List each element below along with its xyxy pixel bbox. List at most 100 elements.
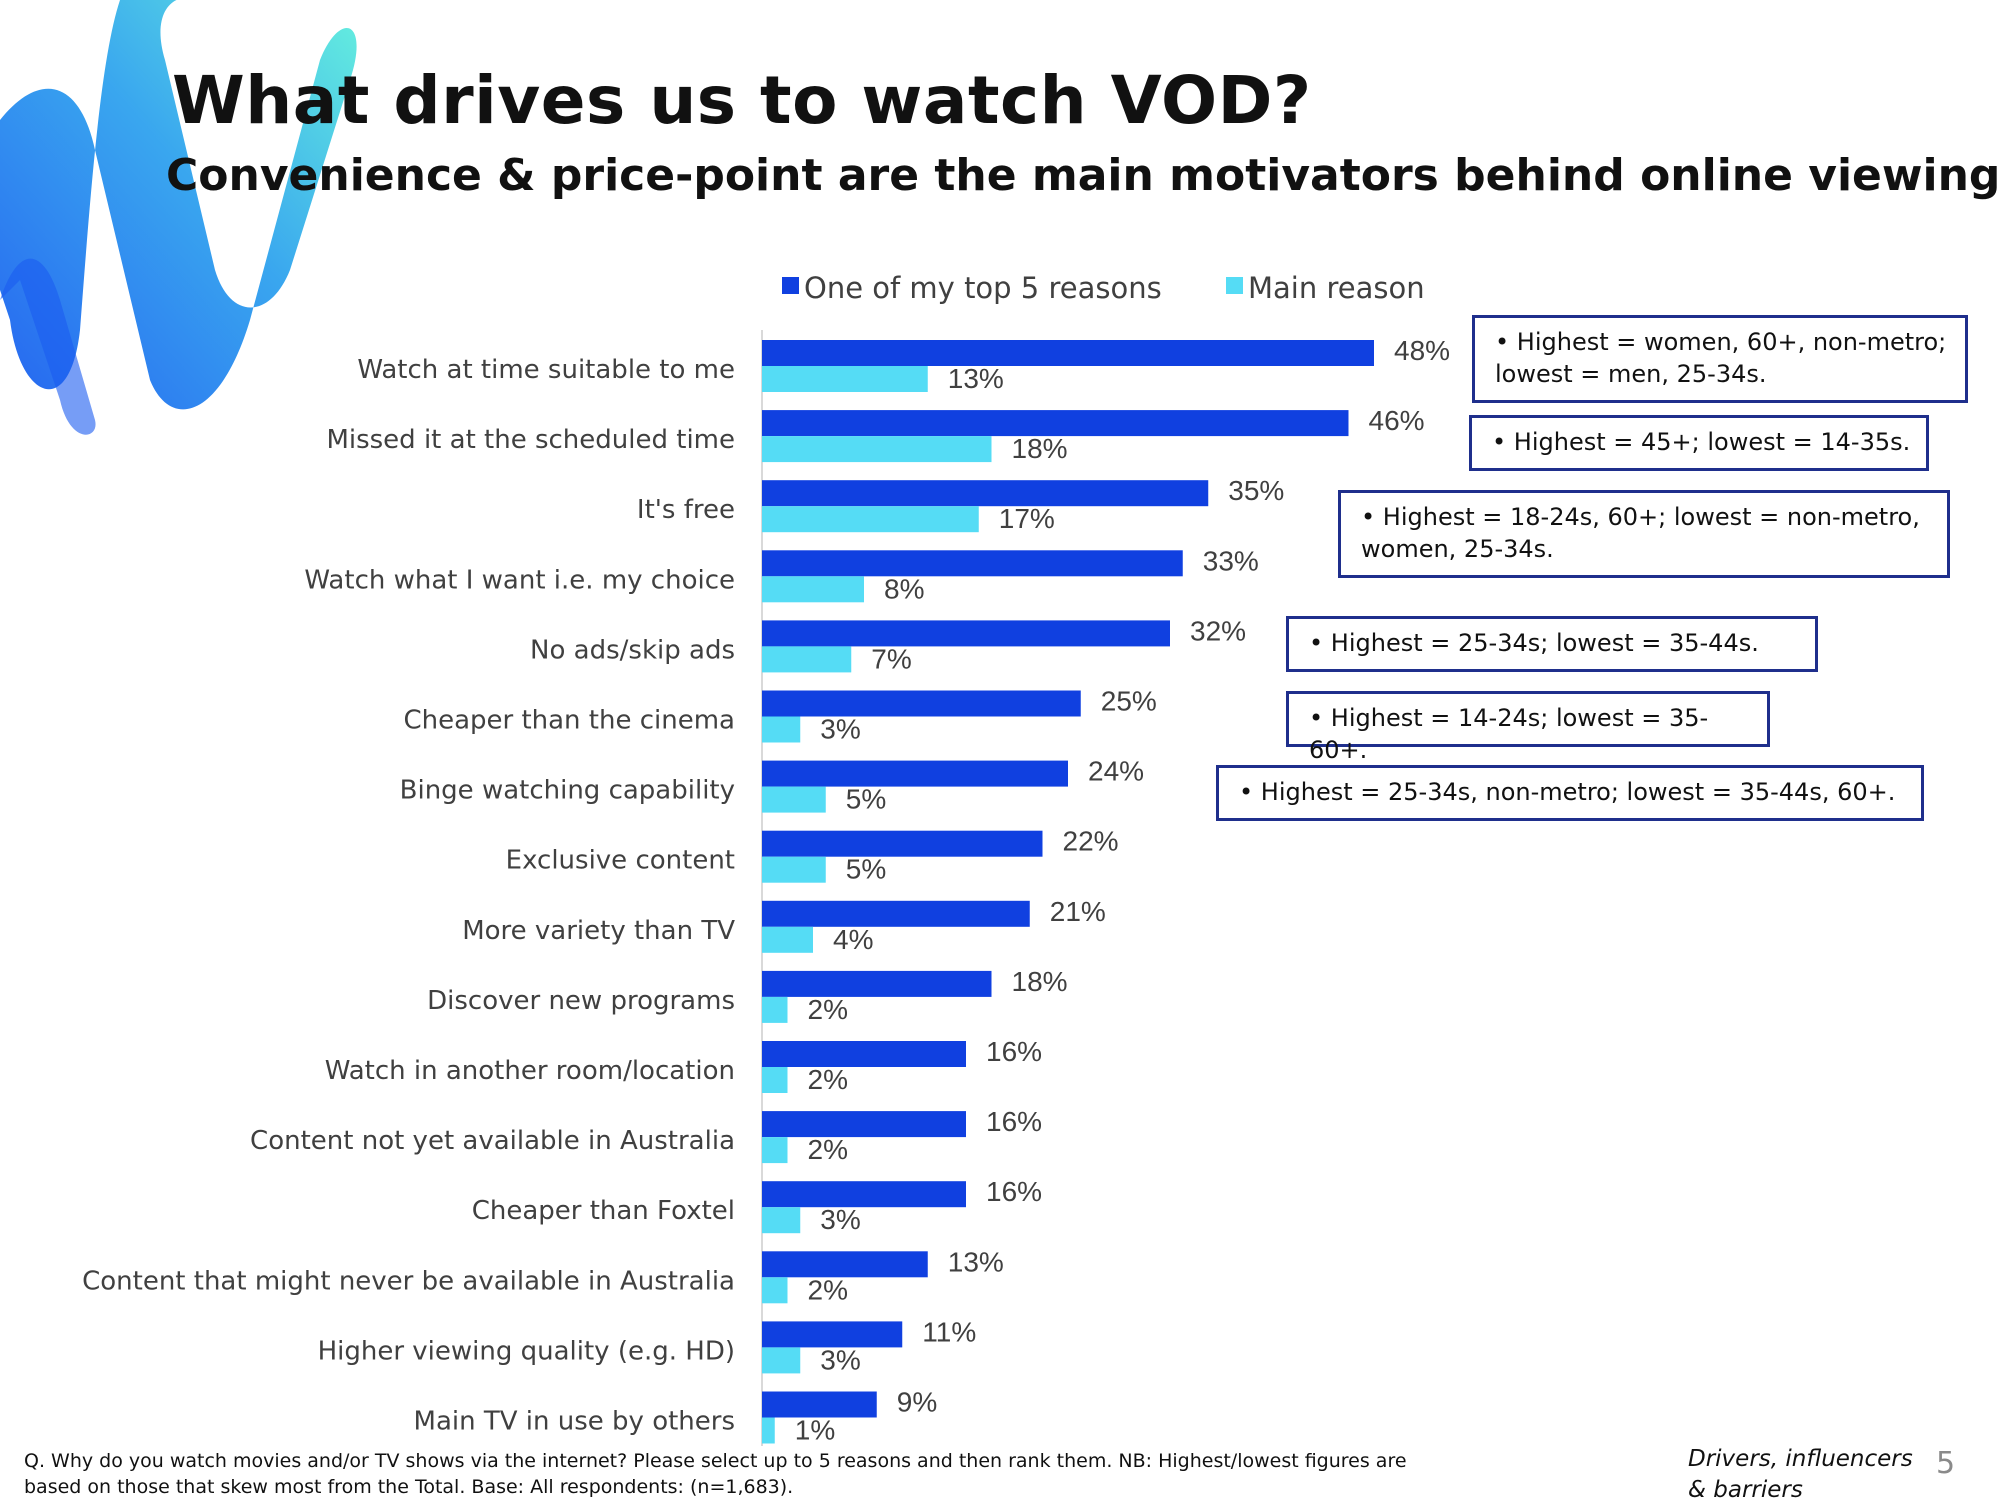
data-label-top5: 32%	[1190, 615, 1246, 646]
section-label: Drivers, influencers & barriers	[1688, 1444, 1928, 1506]
footnote: Q. Why do you watch movies and/or TV sho…	[24, 1450, 1407, 1498]
category-label: It's free	[637, 495, 735, 525]
data-label-top5: 25%	[1101, 686, 1157, 717]
annotation-box: • Highest = 25-34s; lowest = 35-44s.	[1286, 616, 1818, 672]
bar-main	[762, 716, 801, 743]
bar-main	[762, 646, 852, 673]
category-label: Missed it at the scheduled time	[326, 425, 735, 455]
data-label-top5: 16%	[986, 1036, 1042, 1067]
bar-main	[762, 996, 788, 1023]
data-label-top5: 9%	[897, 1387, 937, 1418]
category-label: Content not yet available in Australia	[250, 1126, 735, 1156]
category-label: Cheaper than the cinema	[403, 706, 735, 736]
data-label-main: 2%	[808, 1274, 848, 1305]
data-label-top5: 16%	[986, 1106, 1042, 1137]
category-label: Main TV in use by others	[414, 1407, 735, 1437]
category-label: Binge watching capability	[400, 776, 735, 806]
bar-top5	[762, 620, 1170, 647]
data-label-top5: 22%	[1063, 826, 1119, 857]
data-label-main: 5%	[846, 854, 886, 885]
bar-top5	[762, 760, 1068, 787]
data-label-main: 2%	[808, 1134, 848, 1165]
annotation-box: • Highest = women, 60+, non-metro; lowes…	[1472, 315, 1968, 403]
bar-top5	[762, 1111, 966, 1138]
data-label-top5: 18%	[1012, 966, 1068, 997]
bar-main	[762, 1207, 801, 1234]
page-number: 5	[1936, 1446, 1956, 1481]
logo-wave-decoration	[0, 0, 357, 435]
legend-label-main: Main reason	[1248, 271, 1425, 305]
bar-top5	[762, 550, 1183, 577]
legend-label-top5: One of my top 5 reasons	[804, 271, 1162, 305]
category-label: Watch at time suitable to me	[357, 355, 735, 385]
bar-main	[762, 786, 826, 813]
section-label-line2: & barriers	[1688, 1477, 1803, 1503]
bar-top5	[762, 1321, 903, 1348]
legend-swatch-main	[1226, 277, 1243, 294]
bar-top5	[762, 340, 1374, 366]
bar-top5	[762, 830, 1043, 857]
data-label-main: 3%	[820, 714, 860, 745]
bar-top5	[762, 1251, 928, 1278]
chart-legend: One of my top 5 reasons Main reason	[782, 271, 1425, 305]
bar-main	[762, 576, 864, 603]
category-label: More variety than TV	[462, 916, 735, 946]
bar-top5	[762, 1181, 966, 1208]
data-label-main: 7%	[871, 643, 911, 674]
data-label-main: 4%	[833, 924, 873, 955]
bar-main	[762, 1417, 775, 1444]
bar-top5	[762, 410, 1349, 437]
bar-top5	[762, 970, 992, 997]
bar-top5	[762, 480, 1209, 507]
annotation-box: • Highest = 14-24s; lowest = 35-60+.	[1286, 691, 1770, 764]
data-label-top5: 13%	[948, 1246, 1004, 1277]
data-label-top5: 35%	[1228, 475, 1284, 506]
data-label-main: 1%	[795, 1415, 835, 1446]
legend-swatch-top5	[782, 277, 799, 294]
bar-main	[762, 366, 928, 392]
annotation-box: • Highest = 18-24s, 60+; lowest = non-me…	[1338, 490, 1950, 578]
category-label: Exclusive content	[506, 846, 735, 876]
bar-top5	[762, 690, 1081, 717]
bar-top5	[762, 1041, 966, 1067]
data-label-top5: 33%	[1203, 545, 1259, 576]
bar-main	[762, 1067, 788, 1093]
bar-main	[762, 856, 826, 883]
bar-main	[762, 1277, 788, 1304]
category-label: Cheaper than Foxtel	[472, 1196, 735, 1226]
data-label-main: 8%	[884, 573, 924, 604]
data-label-top5: 48%	[1394, 335, 1450, 366]
bar-main	[762, 436, 992, 463]
page-title: What drives us to watch VOD?	[172, 62, 1312, 139]
data-label-top5: 21%	[1050, 896, 1106, 927]
data-label-top5: 46%	[1369, 405, 1425, 436]
category-label: No ads/skip ads	[530, 635, 735, 665]
bar-main	[762, 506, 979, 533]
bar-main	[762, 926, 813, 953]
data-label-top5: 11%	[922, 1316, 976, 1347]
bar-top5	[762, 900, 1030, 927]
data-label-main: 2%	[808, 994, 848, 1025]
data-label-main: 3%	[820, 1344, 860, 1375]
category-label: Discover new programs	[427, 986, 735, 1016]
data-label-main: 2%	[808, 1064, 848, 1095]
data-label-main: 17%	[999, 503, 1055, 534]
data-label-top5: 24%	[1088, 756, 1144, 787]
bar-top5	[762, 1391, 877, 1418]
bar-main	[762, 1137, 788, 1164]
data-label-top5: 16%	[986, 1176, 1042, 1207]
page-subtitle: Convenience & price-point are the main m…	[166, 150, 2000, 201]
data-label-main: 13%	[948, 363, 1004, 394]
annotation-box: • Highest = 45+; lowest = 14-35s.	[1469, 415, 1929, 471]
category-label: Watch what I want i.e. my choice	[304, 565, 735, 595]
annotation-box: • Highest = 25-34s, non-metro; lowest = …	[1216, 765, 1924, 821]
section-label-line1: Drivers, influencers	[1688, 1446, 1913, 1472]
category-label: Content that might never be available in…	[82, 1266, 735, 1296]
data-label-main: 18%	[1012, 433, 1068, 464]
category-label: Watch in another room/location	[325, 1056, 735, 1086]
bar-main	[762, 1347, 801, 1374]
data-label-main: 5%	[846, 784, 886, 815]
data-label-main: 3%	[820, 1204, 860, 1235]
category-label: Higher viewing quality (e.g. HD)	[318, 1336, 735, 1366]
